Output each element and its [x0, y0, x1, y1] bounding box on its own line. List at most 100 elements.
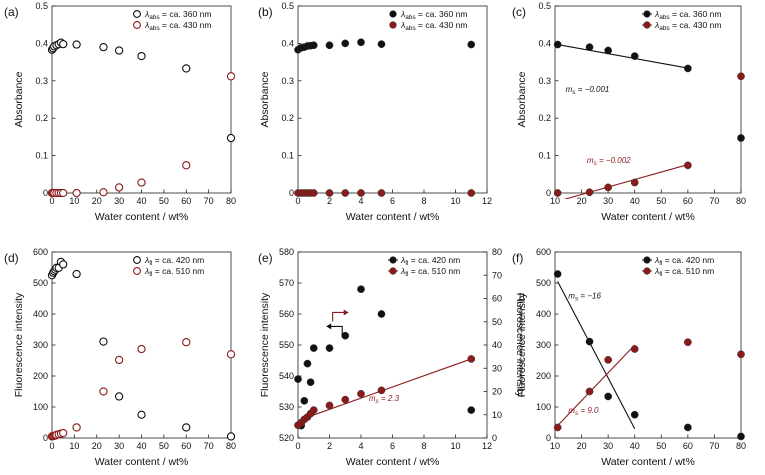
- x-tick-label: 40: [136, 441, 146, 451]
- x-tick-label: 0: [295, 441, 300, 451]
- x-tick-label: 40: [136, 196, 146, 206]
- y-tick-label: 0.3: [538, 76, 551, 86]
- legend-entry: λfl = ca. 420 nm: [388, 255, 460, 267]
- y-axis-title: Fluorescence intensity: [516, 292, 528, 397]
- x-tick-label: 30: [114, 441, 124, 451]
- y-tick-label: 0: [546, 188, 551, 198]
- y-tick-label: 0.5: [281, 1, 294, 11]
- y2-tick-label: 50: [492, 317, 502, 327]
- y-tick-label: 0: [43, 433, 48, 443]
- data-point: [630, 345, 639, 353]
- data-point: [309, 189, 318, 197]
- legend-label: λabs = ca. 430 nm: [400, 20, 467, 32]
- x-tick-label: 30: [603, 196, 613, 206]
- slope-annotation: ms = −0.002: [587, 156, 631, 167]
- plot-frame: [297, 5, 488, 194]
- y-tick-label: 0: [289, 188, 294, 198]
- y-axis-title: Absorbance: [516, 71, 528, 127]
- data-point: [325, 401, 334, 410]
- x-tick-label: 80: [736, 441, 746, 451]
- data-point: [182, 161, 191, 170]
- legend-label: λabs = ca. 360 nm: [400, 9, 467, 21]
- chart-panel-b: 0 2 4 6 8 10 12 0 0.1 0.2 0.3 0.4 0.5 Water content /…: [258, 1, 492, 223]
- fit-line: [557, 43, 688, 69]
- legend-entry: λfl = ca. 510 nm: [133, 266, 204, 278]
- legend-marker: [133, 256, 141, 264]
- y-axis-title: Absorbance: [13, 71, 25, 127]
- fit-line: [563, 164, 689, 199]
- legend-entry: λfl = ca. 510 nm: [642, 266, 714, 278]
- slope-annotation: ms = 9.0: [568, 406, 599, 417]
- data-point: [377, 189, 386, 197]
- data-point: [325, 344, 334, 352]
- chart-panel-e: 0 2 4 6 8 10 12 520 530 540 550 560 570 580 0 10 20 30 40 5…: [258, 247, 526, 468]
- slope-annotation: ms = −0.001: [566, 85, 610, 96]
- data-point: [684, 161, 692, 170]
- chart-panel-d: 0 10 20 30 40 50 60 70 80 0 100 200 300 400 500 600 Wate…: [4, 247, 236, 468]
- x-tick-label: 60: [181, 441, 191, 451]
- data-point: [377, 386, 386, 395]
- legend-marker: [389, 21, 397, 29]
- legend-marker: [643, 267, 651, 275]
- data-point: [99, 42, 108, 52]
- fit-line: [557, 344, 636, 426]
- y-tick-label: 540: [279, 371, 294, 381]
- data-point: [309, 406, 318, 414]
- y2-tick-label: 20: [492, 387, 502, 397]
- data-point: [585, 337, 594, 346]
- y-tick-label: 0.1: [538, 151, 551, 161]
- legend-marker: [643, 256, 651, 264]
- x-tick-label: 8: [421, 441, 426, 451]
- y-tick-label: 600: [33, 247, 48, 257]
- y2-tick-label: 10: [492, 410, 502, 420]
- data-point: [357, 189, 365, 197]
- legend-label: λfl = ca. 420 nm: [400, 255, 460, 267]
- data-point: [325, 41, 334, 50]
- fit-lines: [557, 281, 636, 429]
- legend-label: λfl = ca. 510 nm: [400, 266, 460, 278]
- x-tick-label: 12: [482, 441, 492, 451]
- axis-arrow-head: [326, 323, 332, 330]
- slope-annotation: ms = 2.3: [369, 394, 400, 405]
- y-tick-label: 0.1: [281, 151, 294, 161]
- y-tick-label: 100: [536, 402, 551, 412]
- data-point: [737, 72, 745, 81]
- y2-axis-title: Fluorescence intensity: [514, 293, 526, 398]
- data-point: [59, 188, 68, 198]
- data-point: [226, 432, 236, 441]
- y-tick-label: 200: [33, 371, 48, 381]
- x-tick-label: 60: [683, 196, 693, 206]
- legend-marker: [389, 256, 397, 264]
- data-point: [604, 356, 612, 364]
- y-axis-title: Fluorescence intensity: [13, 292, 25, 397]
- legend-entry: λfl = ca. 420 nm: [642, 255, 714, 267]
- x-tick-label: 20: [577, 196, 587, 206]
- data-point: [325, 189, 334, 197]
- axis-arrow: [332, 311, 347, 322]
- x-tick-label: 10: [550, 441, 560, 451]
- x-tick-label: 70: [709, 196, 719, 206]
- x-tick-label: 70: [709, 441, 719, 451]
- x-tick-label: 60: [181, 196, 191, 206]
- fit-line: [557, 281, 636, 429]
- y-tick-label: 0.1: [35, 151, 48, 161]
- data-point: [137, 178, 146, 187]
- x-tick-label: 50: [159, 196, 169, 206]
- y-axis-title: Fluorescence intensity: [259, 292, 271, 397]
- x-tick-label: 10: [69, 196, 79, 206]
- data-point: [309, 344, 318, 352]
- legend-entry: λabs = ca. 430 nm: [389, 20, 467, 32]
- x-tick-label: 10: [69, 441, 79, 451]
- chart-panel-c: 10 20 30 40 50 60 70 80 0 0.1 0.2 0.3 0.4 0.5 Water co…: [512, 1, 746, 223]
- data-point: [59, 39, 68, 49]
- x-tick-label: 60: [683, 441, 693, 451]
- axis-arrow: [328, 325, 343, 336]
- x-tick-label: 10: [550, 196, 560, 206]
- data-point: [604, 183, 612, 192]
- data-point: [99, 188, 108, 197]
- x-tick-label: 50: [656, 196, 666, 206]
- data-point: [341, 39, 350, 48]
- data-point: [72, 188, 81, 198]
- data-point: [341, 331, 350, 340]
